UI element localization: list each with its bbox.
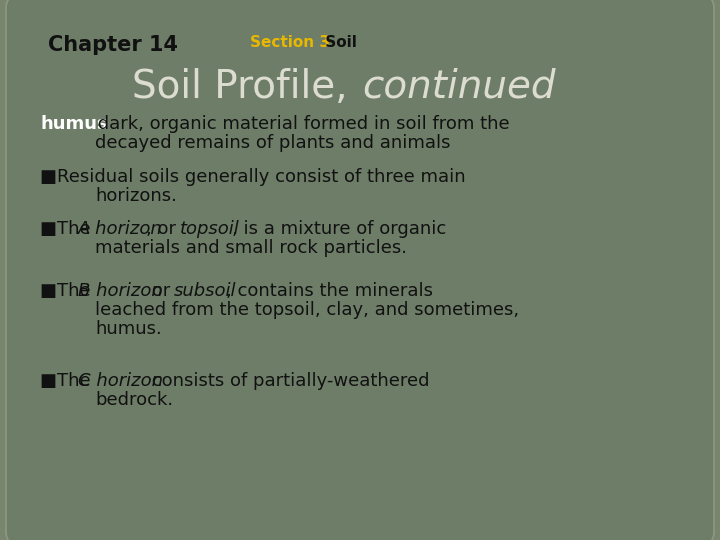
Text: Soil Profile,: Soil Profile, (132, 68, 360, 106)
Text: C horizon: C horizon (78, 372, 163, 390)
Text: B horizon: B horizon (78, 282, 163, 300)
Text: Soil: Soil (320, 35, 357, 50)
Text: Chapter 14: Chapter 14 (48, 35, 178, 55)
Text: humus.: humus. (95, 320, 162, 338)
Text: ■The: ■The (40, 372, 96, 390)
Text: dark, organic material formed in soil from the: dark, organic material formed in soil fr… (92, 115, 510, 133)
Text: ■The: ■The (40, 220, 96, 238)
Text: decayed remains of plants and animals: decayed remains of plants and animals (95, 134, 451, 152)
Text: , is a mixture of organic: , is a mixture of organic (232, 220, 446, 238)
Text: or: or (146, 282, 176, 300)
Text: materials and small rock particles.: materials and small rock particles. (95, 239, 407, 257)
Text: ■Residual soils generally consist of three main: ■Residual soils generally consist of thr… (40, 168, 466, 186)
FancyBboxPatch shape (6, 0, 714, 540)
Text: subsoil: subsoil (174, 282, 236, 300)
Text: Section 3: Section 3 (250, 35, 330, 50)
Text: continued: continued (362, 68, 556, 106)
Text: , or: , or (146, 220, 181, 238)
Text: topsoil: topsoil (180, 220, 240, 238)
Text: humus: humus (40, 115, 107, 133)
Text: leached from the topsoil, clay, and sometimes,: leached from the topsoil, clay, and some… (95, 301, 519, 319)
Text: horizons.: horizons. (95, 187, 177, 205)
Text: ■The: ■The (40, 282, 96, 300)
Text: consists of partially-weathered: consists of partially-weathered (146, 372, 430, 390)
Text: bedrock.: bedrock. (95, 391, 173, 409)
Text: , contains the minerals: , contains the minerals (226, 282, 433, 300)
Text: A horizon: A horizon (78, 220, 163, 238)
